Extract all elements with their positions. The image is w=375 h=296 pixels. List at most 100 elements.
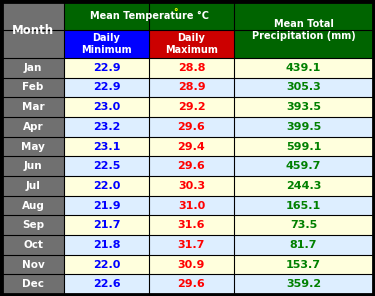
Bar: [149, 235, 234, 255]
Text: Jan: Jan: [24, 63, 42, 73]
Text: 22.0: 22.0: [93, 260, 120, 269]
Text: 439.1: 439.1: [286, 63, 321, 73]
Text: 28.8: 28.8: [178, 63, 205, 73]
Text: 599.1: 599.1: [286, 141, 321, 152]
Text: 393.5: 393.5: [286, 102, 321, 112]
Text: 22.9: 22.9: [93, 83, 120, 92]
Text: 22.0: 22.0: [93, 181, 120, 191]
Bar: [64, 30, 149, 58]
Bar: [2, 97, 64, 117]
Bar: [64, 215, 149, 235]
Text: 22.6: 22.6: [93, 279, 120, 289]
Bar: [234, 58, 373, 78]
Bar: [234, 97, 373, 117]
Bar: [234, 196, 373, 215]
Bar: [2, 235, 64, 255]
Text: 29.6: 29.6: [178, 122, 206, 132]
Bar: [64, 196, 149, 215]
Bar: [149, 176, 234, 196]
Bar: [149, 58, 234, 78]
Text: 29.6: 29.6: [178, 279, 206, 289]
Text: Sep: Sep: [22, 220, 44, 230]
Text: Apr: Apr: [22, 122, 43, 132]
Bar: [2, 2, 64, 58]
Bar: [2, 176, 64, 196]
Text: °: °: [173, 9, 177, 18]
Text: Dec: Dec: [22, 279, 44, 289]
Text: 244.3: 244.3: [286, 181, 321, 191]
Bar: [149, 156, 234, 176]
Bar: [64, 2, 234, 30]
Bar: [234, 156, 373, 176]
Text: 31.7: 31.7: [178, 240, 205, 250]
Text: 165.1: 165.1: [286, 200, 321, 210]
Text: May: May: [21, 141, 45, 152]
Text: 30.3: 30.3: [178, 181, 205, 191]
Text: 21.9: 21.9: [93, 200, 120, 210]
Text: 359.2: 359.2: [286, 279, 321, 289]
Text: 23.1: 23.1: [93, 141, 120, 152]
Text: 29.6: 29.6: [178, 161, 206, 171]
Bar: [234, 235, 373, 255]
Text: Daily
Maximum: Daily Maximum: [165, 33, 218, 55]
Bar: [149, 196, 234, 215]
Text: 29.4: 29.4: [178, 141, 206, 152]
Text: 21.7: 21.7: [93, 220, 120, 230]
Bar: [2, 58, 64, 78]
Bar: [149, 97, 234, 117]
Bar: [2, 78, 64, 97]
Bar: [149, 117, 234, 137]
Bar: [149, 137, 234, 156]
Bar: [64, 97, 149, 117]
Bar: [234, 274, 373, 294]
Bar: [2, 196, 64, 215]
Bar: [234, 176, 373, 196]
Text: Jul: Jul: [26, 181, 40, 191]
Bar: [2, 255, 64, 274]
Bar: [64, 156, 149, 176]
Bar: [149, 30, 234, 58]
Bar: [234, 255, 373, 274]
Bar: [2, 117, 64, 137]
Text: Mean Total
Precipitation (mm): Mean Total Precipitation (mm): [252, 19, 356, 41]
Bar: [64, 255, 149, 274]
Bar: [64, 78, 149, 97]
Bar: [2, 274, 64, 294]
Text: 23.2: 23.2: [93, 122, 120, 132]
Bar: [64, 176, 149, 196]
Text: 29.2: 29.2: [178, 102, 206, 112]
Text: Daily
Minimum: Daily Minimum: [81, 33, 132, 55]
Text: Feb: Feb: [22, 83, 44, 92]
Text: Jun: Jun: [24, 161, 42, 171]
Text: 81.7: 81.7: [290, 240, 317, 250]
Bar: [2, 137, 64, 156]
Text: 21.8: 21.8: [93, 240, 120, 250]
Bar: [149, 255, 234, 274]
Bar: [64, 235, 149, 255]
Bar: [234, 117, 373, 137]
Bar: [149, 215, 234, 235]
Bar: [234, 78, 373, 97]
Text: 153.7: 153.7: [286, 260, 321, 269]
Text: Nov: Nov: [22, 260, 44, 269]
Text: Oct: Oct: [23, 240, 43, 250]
Bar: [64, 274, 149, 294]
Text: 22.9: 22.9: [93, 63, 120, 73]
Text: 31.6: 31.6: [178, 220, 205, 230]
Bar: [149, 78, 234, 97]
Text: 28.9: 28.9: [178, 83, 206, 92]
Text: 23.0: 23.0: [93, 102, 120, 112]
Text: Mar: Mar: [22, 102, 44, 112]
Text: 73.5: 73.5: [290, 220, 317, 230]
Text: 30.9: 30.9: [178, 260, 205, 269]
Text: 399.5: 399.5: [286, 122, 321, 132]
Text: 459.7: 459.7: [286, 161, 321, 171]
Bar: [234, 2, 373, 58]
Text: Month: Month: [12, 23, 54, 36]
Text: Mean Temperature °C: Mean Temperature °C: [90, 11, 209, 21]
Text: 22.5: 22.5: [93, 161, 120, 171]
Bar: [2, 215, 64, 235]
Bar: [234, 137, 373, 156]
Text: Aug: Aug: [21, 200, 44, 210]
Bar: [64, 58, 149, 78]
